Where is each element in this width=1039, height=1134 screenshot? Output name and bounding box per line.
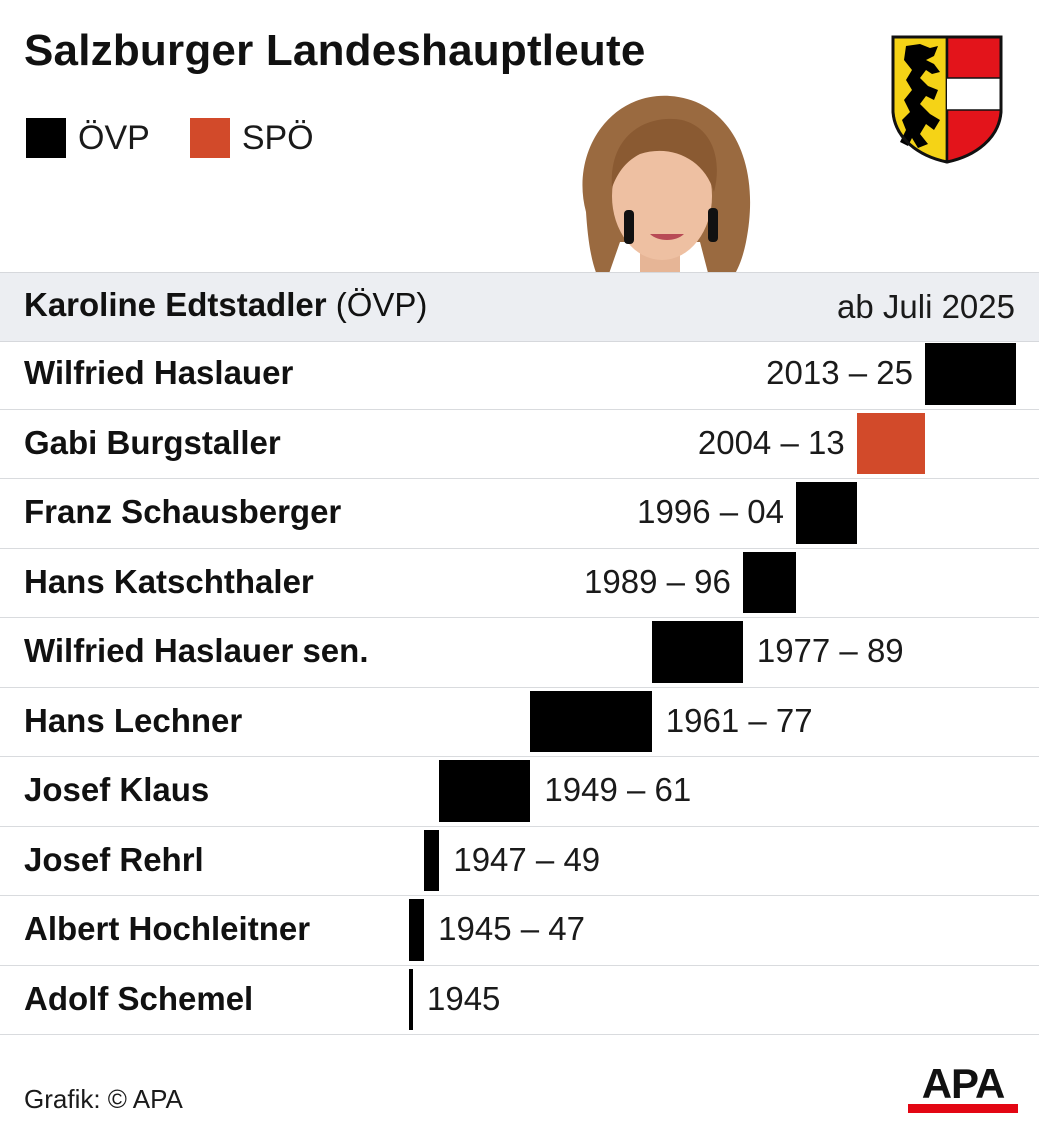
governor-name: Hans Katschthaler bbox=[24, 562, 314, 600]
governor-term-bar bbox=[856, 412, 925, 474]
governor-name: Josef Klaus bbox=[24, 771, 210, 808]
row-divider bbox=[0, 478, 1039, 479]
current-governor-name: Karoline Edtstadler (ÖVP) bbox=[24, 286, 427, 324]
governor-period-label: 1949 – 61 bbox=[544, 771, 692, 808]
legend-item-oevp: ÖVP bbox=[26, 118, 150, 158]
row-divider bbox=[0, 547, 1039, 549]
apa-logo-icon: APA bbox=[908, 1062, 1018, 1113]
governor-term-bar bbox=[924, 343, 1016, 405]
row-divider bbox=[0, 825, 1039, 827]
legend-item-spoe: SPÖ bbox=[189, 118, 314, 158]
governor-term-bar bbox=[795, 482, 857, 544]
governor-term-bar bbox=[409, 899, 425, 961]
legend-swatch-oevp bbox=[26, 118, 66, 158]
page-title: Salzburger Landeshauptleute bbox=[24, 26, 646, 75]
governor-period-label: 1945 – 47 bbox=[438, 910, 585, 947]
governor-name: Wilfried Haslauer sen. bbox=[24, 632, 369, 669]
current-governor-party: (ÖVP) bbox=[335, 286, 428, 323]
governor-term-bar bbox=[530, 690, 652, 752]
row-divider bbox=[0, 895, 1039, 896]
legend-swatch-spoe bbox=[189, 118, 230, 158]
credit-text: Grafik: © APA bbox=[24, 1084, 183, 1114]
governor-term-bar bbox=[651, 621, 743, 683]
governor-period-label: 1947 – 49 bbox=[453, 840, 601, 878]
governor-period-label: 1996 – 04 bbox=[637, 493, 784, 530]
governor-period-label: 1989 – 96 bbox=[584, 562, 731, 600]
row-divider bbox=[0, 617, 1039, 618]
row-divider bbox=[0, 408, 1039, 410]
apa-logo-text: APA bbox=[922, 1062, 1005, 1107]
governor-name: Hans Lechner bbox=[24, 701, 243, 739]
legend-label-spoe: SPÖ bbox=[241, 118, 314, 157]
governor-name: Josef Rehrl bbox=[24, 840, 204, 878]
governor-name: Franz Schausberger bbox=[24, 493, 342, 530]
governor-term-bar bbox=[439, 760, 531, 822]
governor-term-bar bbox=[742, 551, 796, 613]
governor-period-label: 1977 – 89 bbox=[756, 632, 904, 669]
current-governor-row bbox=[0, 272, 1039, 342]
governor-name: Albert Hochleitner bbox=[24, 910, 311, 947]
row-divider bbox=[0, 686, 1039, 688]
apa-logo-bar bbox=[908, 1104, 1018, 1113]
governor-term-bar bbox=[409, 968, 413, 1030]
legend-label-oevp: ÖVP bbox=[78, 118, 150, 157]
row-divider bbox=[0, 1034, 1039, 1035]
row-divider bbox=[0, 756, 1039, 757]
salzburg-coat-of-arms-icon bbox=[891, 35, 1003, 164]
governor-name: Adolf Schemel bbox=[24, 979, 254, 1017]
governor-name: Gabi Burgstaller bbox=[24, 423, 281, 461]
governor-period-label: 1945 bbox=[427, 979, 501, 1017]
crest-white-bar bbox=[947, 78, 1001, 110]
governor-term-bar bbox=[424, 829, 440, 891]
legend: ÖVP SPÖ bbox=[26, 118, 354, 158]
governor-name: Wilfried Haslauer bbox=[24, 354, 294, 391]
current-governor-fullname: Karoline Edtstadler bbox=[24, 286, 327, 323]
governor-period-label: 1961 – 77 bbox=[665, 701, 813, 739]
crest-lion bbox=[900, 44, 940, 148]
governor-period-label: 2013 – 25 bbox=[766, 354, 913, 391]
governor-period-label: 2004 – 13 bbox=[697, 423, 845, 461]
row-divider bbox=[0, 964, 1039, 966]
current-governor-period: ab Juli 2025 bbox=[837, 288, 1015, 325]
